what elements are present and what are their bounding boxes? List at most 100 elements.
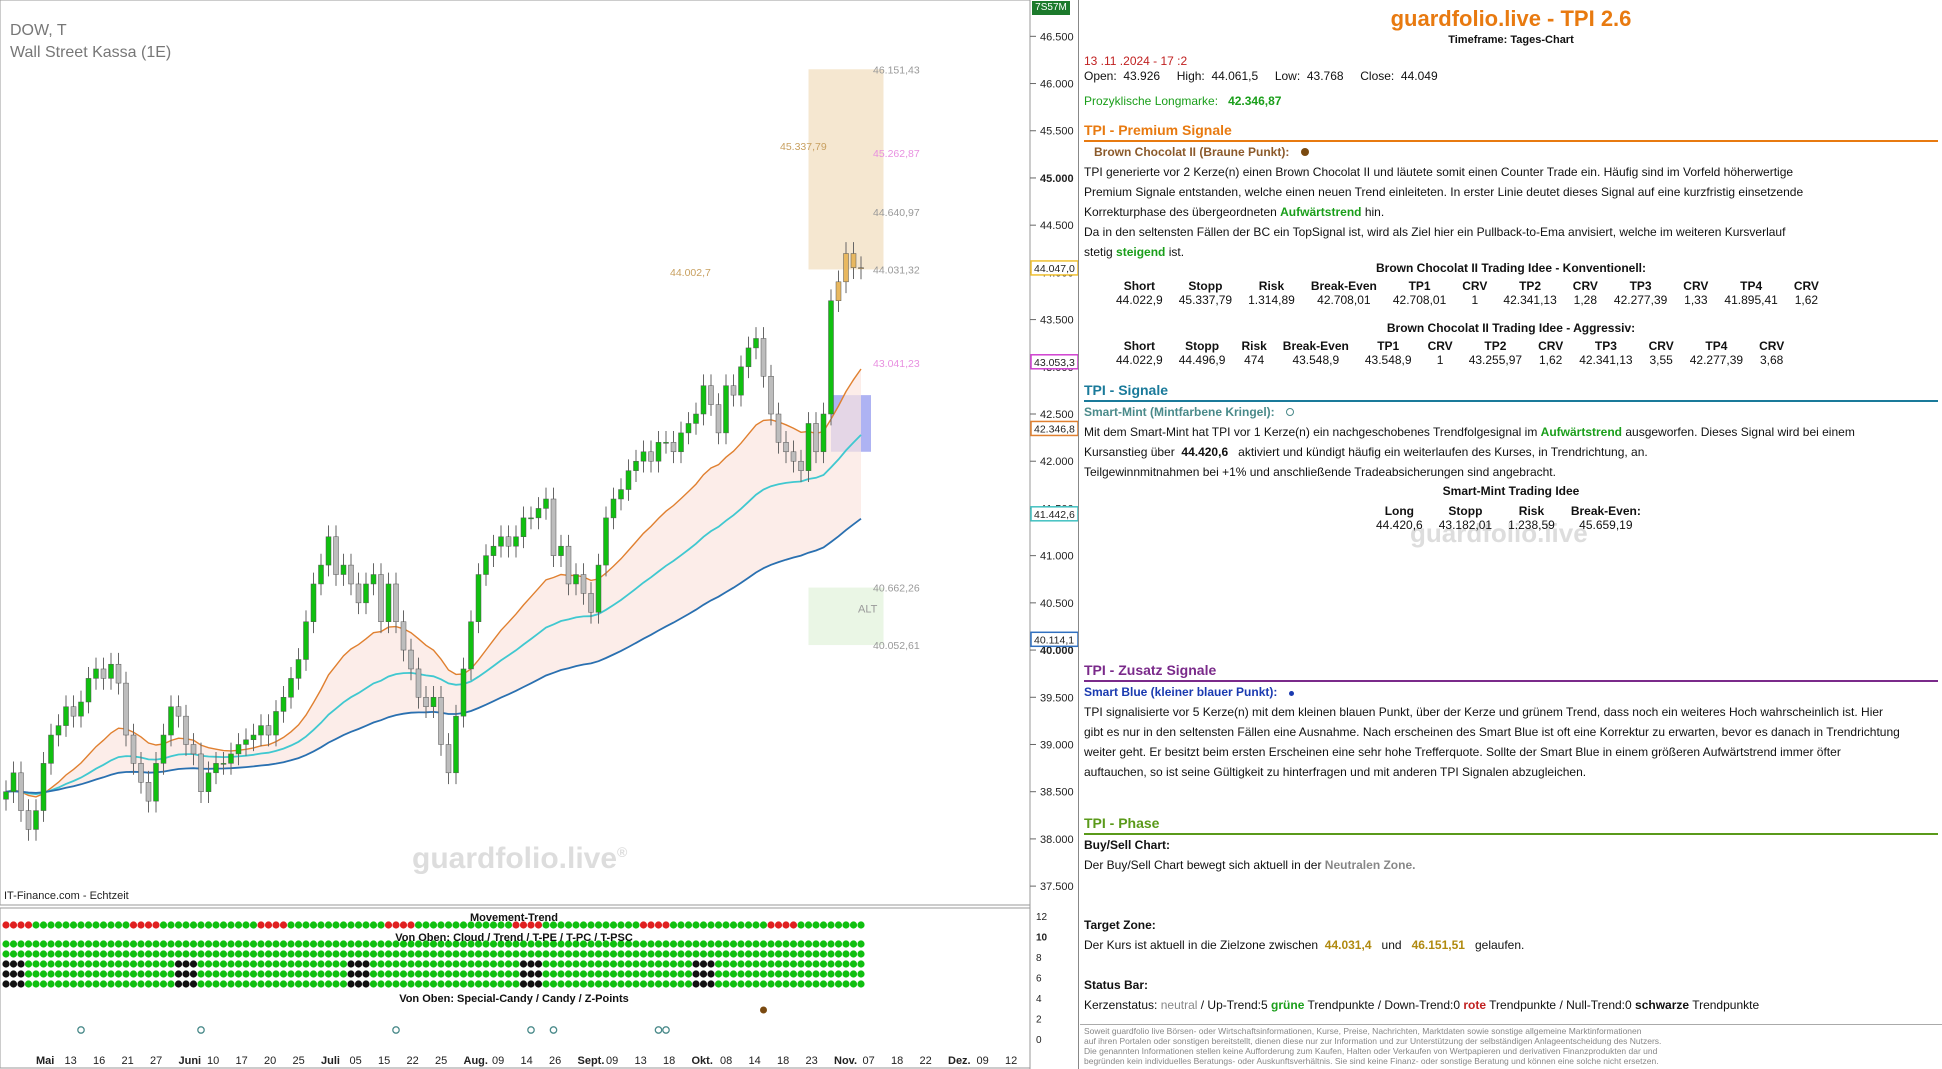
trend-dot	[662, 960, 670, 968]
table-cell: 1.314,89	[1248, 293, 1295, 307]
trend-dot	[699, 970, 708, 978]
candle-up	[288, 678, 294, 698]
trend-dot	[512, 970, 520, 978]
table-header-cell: Break-Even	[1310, 279, 1377, 293]
trend-dot	[527, 980, 535, 988]
table-header-cell: Risk	[1518, 504, 1545, 518]
bs-label: Buy/Sell Chart:	[1084, 838, 1171, 852]
tz-label: Target Zone:	[1084, 918, 1156, 932]
trend-dot	[834, 970, 843, 978]
close-label: Close:	[1360, 69, 1395, 83]
candle-up	[700, 385, 707, 415]
trend-dot	[47, 980, 55, 988]
tz-v1: 44.031,4	[1324, 938, 1372, 952]
candle-up	[835, 281, 842, 301]
trend-dot	[677, 960, 685, 968]
x-tick-label: 26	[549, 1055, 561, 1067]
trend-dot	[197, 970, 205, 978]
trend-dot	[414, 980, 423, 988]
trend-dot	[767, 980, 775, 988]
trend-dot	[459, 940, 468, 948]
trend-dot	[204, 970, 213, 978]
trend-dot	[842, 940, 850, 948]
table-cell: 42.277,39	[1613, 293, 1668, 307]
trend-dot	[459, 950, 468, 958]
trend-dot	[17, 970, 25, 978]
trend-dot	[519, 970, 528, 978]
trend-dot	[489, 970, 498, 978]
trend-dot	[17, 960, 25, 968]
x-tick-label: 18	[663, 1055, 675, 1067]
trend-dot	[272, 980, 280, 988]
trend-dot	[617, 960, 625, 968]
trend-dot	[174, 980, 183, 988]
trend-dot	[602, 960, 610, 968]
trend-dot	[84, 970, 93, 978]
trend-dot	[632, 960, 640, 968]
trend-dot	[827, 980, 835, 988]
table-header-cell: Risk	[1241, 339, 1267, 353]
trend-dot	[624, 970, 633, 978]
trend-dot	[32, 970, 40, 978]
candle-up	[603, 517, 609, 566]
signale-p3: Teilgewinnmitnahmen bei +1% und anschlie…	[1084, 465, 1556, 479]
trend-dot	[744, 970, 753, 978]
trend-dot	[654, 980, 663, 988]
candle-up	[498, 536, 504, 547]
trend-dot	[422, 960, 430, 968]
trend-dot	[459, 970, 468, 978]
disclaimer-divider	[1080, 1024, 1942, 1025]
trend-dot	[752, 921, 760, 929]
trend-dot	[272, 940, 280, 948]
price-badge-label: 42.346,8	[1034, 423, 1075, 435]
trend-dot	[789, 970, 798, 978]
candle-down	[858, 267, 864, 269]
x-tick-label: 09	[977, 1055, 989, 1067]
trend-dot	[684, 970, 693, 978]
trend-dot	[377, 921, 385, 929]
trend-dot	[624, 980, 633, 988]
trend-dot	[774, 921, 783, 929]
trend-dot	[759, 980, 768, 988]
candle-down	[505, 536, 512, 547]
trend-dot	[497, 921, 505, 929]
trend-dot	[242, 940, 250, 948]
candlestick-chart[interactable]: 46.50046.00045.50045.00044.50044.00043.5…	[0, 0, 1078, 1069]
trend-dot	[699, 950, 708, 958]
smart-mint-label: Smart-Mint (Mintfarbene Kringel):	[1084, 405, 1275, 419]
candle-down	[265, 725, 272, 736]
trend-dot	[737, 970, 745, 978]
candle-up	[475, 574, 482, 622]
zusatz-p4: auftauchen, so ist seine Gültigkeit zu h…	[1084, 765, 1587, 779]
table-header-cell: TP1	[1377, 339, 1400, 353]
signale-p1-pre: Mit dem Smart-Mint hat TPI vor 1 Kerze(n…	[1084, 425, 1538, 439]
trend-dot	[309, 950, 318, 958]
trend-dot	[174, 940, 183, 948]
trend-dot	[692, 950, 700, 958]
trend-dot	[684, 921, 693, 929]
trend-dot	[384, 950, 393, 958]
trend-dot	[647, 921, 655, 929]
trend-dot	[242, 950, 250, 958]
trend-dot	[197, 960, 205, 968]
trend-dot	[497, 950, 505, 958]
trend-dot	[399, 970, 408, 978]
trend-dot	[752, 950, 760, 958]
candle-up	[93, 668, 99, 679]
trend-dot	[294, 960, 303, 968]
trend-dot	[99, 970, 108, 978]
trend-dot	[114, 960, 123, 968]
trend-dot	[204, 980, 213, 988]
trend-dot	[677, 980, 685, 988]
signale-p1-em: Aufwärtstrend	[1540, 425, 1623, 439]
candle-up	[618, 489, 624, 500]
trend-dot	[557, 950, 565, 958]
candle-down	[423, 697, 429, 707]
candle-up	[745, 347, 752, 368]
candle-up	[340, 564, 347, 575]
trend-dot	[639, 970, 648, 978]
trend-dot	[9, 980, 18, 988]
candle-down	[813, 423, 819, 453]
tz-mid: und	[1381, 938, 1402, 952]
trend-dot	[609, 980, 618, 988]
